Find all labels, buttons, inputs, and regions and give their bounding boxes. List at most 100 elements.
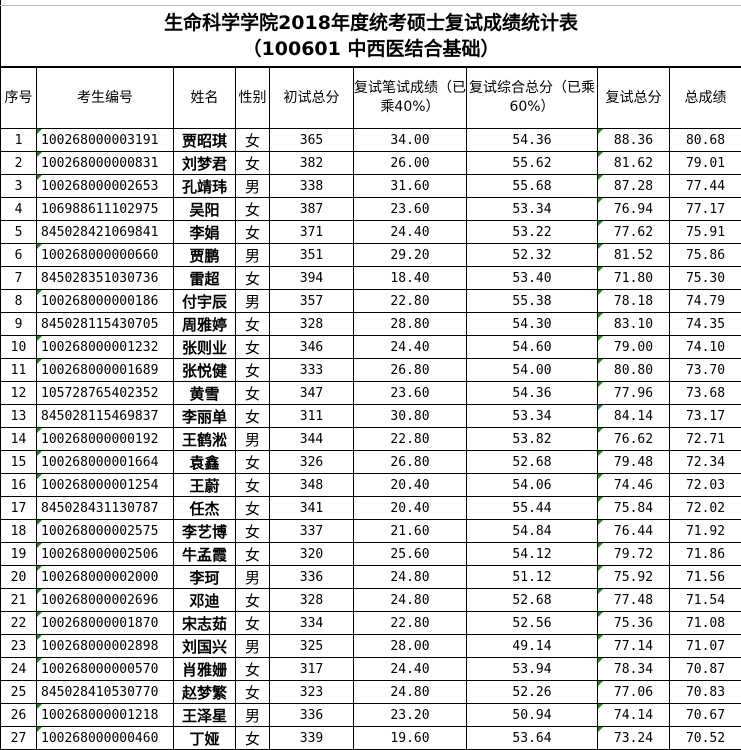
- cell-gender[interactable]: 女: [236, 313, 270, 336]
- cell-written-score[interactable]: 22.80: [354, 290, 467, 313]
- cell-gender[interactable]: 男: [236, 428, 270, 451]
- cell-gender[interactable]: 女: [236, 658, 270, 681]
- cell-gender[interactable]: 男: [236, 244, 270, 267]
- cell-interview-score[interactable]: 55.62: [467, 152, 598, 175]
- cell-index[interactable]: 24: [1, 658, 37, 681]
- cell-interview-score[interactable]: 54.36: [467, 382, 598, 405]
- cell-name[interactable]: 李娟: [174, 221, 236, 244]
- cell-retest-total[interactable]: 87.28: [598, 175, 670, 198]
- col-header-final-score[interactable]: 总成绩: [670, 67, 741, 129]
- cell-written-score[interactable]: 21.60: [354, 520, 467, 543]
- cell-written-score[interactable]: 20.40: [354, 474, 467, 497]
- cell-name[interactable]: 刘国兴: [174, 635, 236, 658]
- cell-exam-id[interactable]: 845028421069841: [37, 221, 174, 244]
- cell-gender[interactable]: 女: [236, 612, 270, 635]
- cell-prelim-total[interactable]: 336: [270, 704, 354, 727]
- cell-interview-score[interactable]: 54.30: [467, 313, 598, 336]
- cell-exam-id[interactable]: 100268000002653: [37, 175, 174, 198]
- cell-retest-total[interactable]: 76.94: [598, 198, 670, 221]
- cell-final-score[interactable]: 71.08: [670, 612, 741, 635]
- cell-prelim-total[interactable]: 326: [270, 451, 354, 474]
- cell-name[interactable]: 吴阳: [174, 198, 236, 221]
- cell-written-score[interactable]: 24.40: [354, 221, 467, 244]
- cell-index[interactable]: 25: [1, 681, 37, 704]
- cell-name[interactable]: 肖雅姗: [174, 658, 236, 681]
- cell-interview-score[interactable]: 53.22: [467, 221, 598, 244]
- cell-interview-score[interactable]: 54.12: [467, 543, 598, 566]
- cell-retest-total[interactable]: 77.96: [598, 382, 670, 405]
- cell-interview-score[interactable]: 51.12: [467, 566, 598, 589]
- cell-gender[interactable]: 女: [236, 727, 270, 750]
- cell-retest-total[interactable]: 83.10: [598, 313, 670, 336]
- cell-retest-total[interactable]: 77.62: [598, 221, 670, 244]
- cell-retest-total[interactable]: 81.62: [598, 152, 670, 175]
- cell-index[interactable]: 12: [1, 382, 37, 405]
- cell-index[interactable]: 11: [1, 359, 37, 382]
- cell-prelim-total[interactable]: 341: [270, 497, 354, 520]
- cell-written-score[interactable]: 23.20: [354, 704, 467, 727]
- cell-gender[interactable]: 女: [236, 497, 270, 520]
- cell-name[interactable]: 雷超: [174, 267, 236, 290]
- cell-gender[interactable]: 女: [236, 681, 270, 704]
- cell-index[interactable]: 21: [1, 589, 37, 612]
- cell-retest-total[interactable]: 80.80: [598, 359, 670, 382]
- cell-exam-id[interactable]: 845028431130787: [37, 497, 174, 520]
- cell-final-score[interactable]: 77.44: [670, 175, 741, 198]
- cell-gender[interactable]: 男: [236, 175, 270, 198]
- cell-final-score[interactable]: 72.34: [670, 451, 741, 474]
- cell-index[interactable]: 23: [1, 635, 37, 658]
- col-header-written-score[interactable]: 复试笔试成绩（已乘40%）: [354, 67, 467, 129]
- cell-interview-score[interactable]: 52.68: [467, 589, 598, 612]
- cell-prelim-total[interactable]: 387: [270, 198, 354, 221]
- cell-prelim-total[interactable]: 346: [270, 336, 354, 359]
- cell-written-score[interactable]: 31.60: [354, 175, 467, 198]
- cell-written-score[interactable]: 24.40: [354, 336, 467, 359]
- cell-index[interactable]: 14: [1, 428, 37, 451]
- cell-exam-id[interactable]: 845028115469837: [37, 405, 174, 428]
- cell-retest-total[interactable]: 79.72: [598, 543, 670, 566]
- cell-retest-total[interactable]: 74.46: [598, 474, 670, 497]
- cell-gender[interactable]: 男: [236, 704, 270, 727]
- cell-name[interactable]: 宋志茹: [174, 612, 236, 635]
- cell-index[interactable]: 10: [1, 336, 37, 359]
- cell-name[interactable]: 刘梦君: [174, 152, 236, 175]
- cell-exam-id[interactable]: 100268000002898: [37, 635, 174, 658]
- cell-index[interactable]: 7: [1, 267, 37, 290]
- cell-retest-total[interactable]: 78.18: [598, 290, 670, 313]
- cell-written-score[interactable]: 18.40: [354, 267, 467, 290]
- cell-interview-score[interactable]: 52.26: [467, 681, 598, 704]
- cell-final-score[interactable]: 72.02: [670, 497, 741, 520]
- cell-prelim-total[interactable]: 338: [270, 175, 354, 198]
- cell-prelim-total[interactable]: 344: [270, 428, 354, 451]
- cell-written-score[interactable]: 34.00: [354, 129, 467, 152]
- cell-interview-score[interactable]: 55.38: [467, 290, 598, 313]
- cell-name[interactable]: 王蔚: [174, 474, 236, 497]
- cell-retest-total[interactable]: 73.24: [598, 727, 670, 750]
- cell-gender[interactable]: 女: [236, 267, 270, 290]
- sheet-subtitle[interactable]: （100601 中西医结合基础）: [1, 36, 741, 67]
- cell-exam-id[interactable]: 100268000000192: [37, 428, 174, 451]
- cell-written-score[interactable]: 24.80: [354, 681, 467, 704]
- cell-prelim-total[interactable]: 351: [270, 244, 354, 267]
- cell-retest-total[interactable]: 75.36: [598, 612, 670, 635]
- cell-written-score[interactable]: 25.60: [354, 543, 467, 566]
- cell-exam-id[interactable]: 100268000001218: [37, 704, 174, 727]
- cell-interview-score[interactable]: 54.60: [467, 336, 598, 359]
- cell-final-score[interactable]: 77.17: [670, 198, 741, 221]
- cell-written-score[interactable]: 28.00: [354, 635, 467, 658]
- cell-interview-score[interactable]: 52.32: [467, 244, 598, 267]
- cell-exam-id[interactable]: 845028115430705: [37, 313, 174, 336]
- cell-retest-total[interactable]: 75.84: [598, 497, 670, 520]
- cell-written-score[interactable]: 28.80: [354, 313, 467, 336]
- cell-exam-id[interactable]: 100268000000186: [37, 290, 174, 313]
- cell-exam-id[interactable]: 105728765402352: [37, 382, 174, 405]
- cell-interview-score[interactable]: 52.56: [467, 612, 598, 635]
- cell-name[interactable]: 李丽单: [174, 405, 236, 428]
- cell-gender[interactable]: 女: [236, 451, 270, 474]
- cell-index[interactable]: 22: [1, 612, 37, 635]
- cell-gender[interactable]: 男: [236, 635, 270, 658]
- cell-exam-id[interactable]: 100268000002696: [37, 589, 174, 612]
- cell-final-score[interactable]: 74.10: [670, 336, 741, 359]
- col-header-index[interactable]: 序号: [1, 67, 37, 129]
- cell-written-score[interactable]: 26.80: [354, 359, 467, 382]
